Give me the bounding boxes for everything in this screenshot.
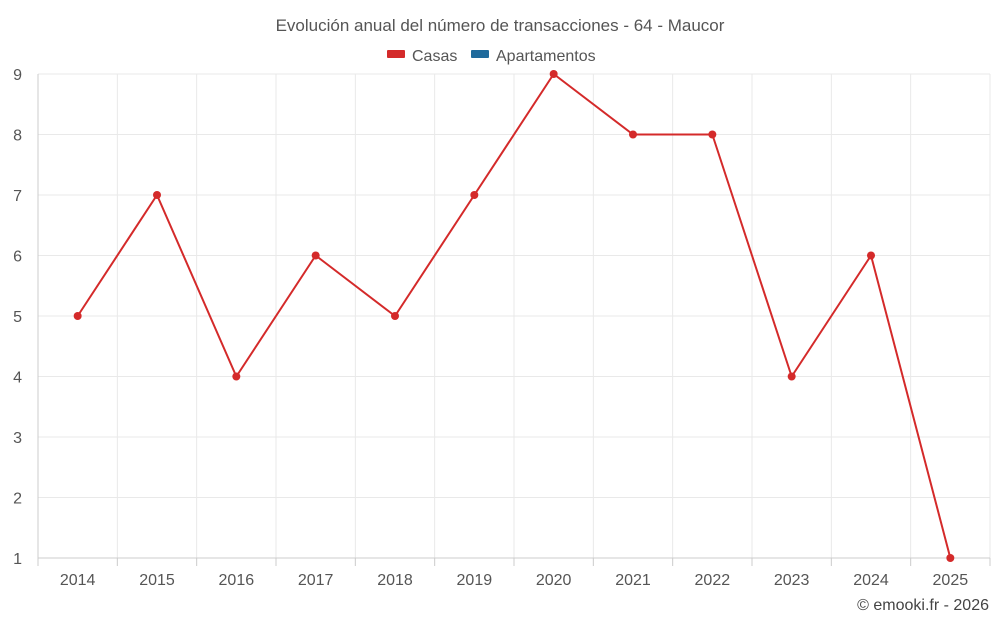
legend-swatch-apartamentos	[471, 50, 489, 58]
y-tick-label: 1	[13, 551, 22, 568]
x-tick-label: 2021	[615, 572, 651, 589]
credit-text: © emooki.fr - 2026	[857, 597, 989, 614]
data-point-casas[interactable]	[867, 251, 875, 260]
y-tick-label: 3	[13, 430, 22, 447]
legend-label-casas: Casas	[412, 48, 457, 65]
chart-title: Evolución anual del número de transaccio…	[276, 16, 725, 35]
data-point-casas[interactable]	[946, 554, 955, 562]
data-point-casas[interactable]	[787, 372, 796, 381]
y-tick-label: 9	[13, 67, 22, 84]
x-tick-label: 2023	[774, 572, 810, 589]
grid	[38, 73, 991, 558]
data-point-casas[interactable]	[470, 191, 479, 199]
x-tick-label: 2014	[60, 572, 96, 589]
y-tick-label: 2	[13, 491, 22, 508]
x-tick-label: 2015	[139, 572, 175, 589]
y-axis-ticks: 1 2 3 4 5 6 7 8 9	[13, 67, 22, 568]
data-point-casas[interactable]	[73, 312, 82, 320]
x-tick-label: 2017	[298, 572, 334, 589]
legend-item-casas[interactable]: Casas	[387, 48, 457, 65]
data-point-casas[interactable]	[311, 251, 320, 260]
legend-label-apartamentos: Apartamentos	[496, 48, 596, 65]
y-tick-label: 8	[13, 128, 22, 145]
y-tick-label: 7	[13, 188, 22, 205]
x-tick-label: 2024	[853, 572, 889, 589]
series-line-casas	[76, 73, 952, 559]
legend-swatch-casas	[387, 50, 405, 58]
x-tick-label: 2018	[377, 572, 413, 589]
data-point-casas[interactable]	[629, 130, 637, 139]
data-point-casas[interactable]	[708, 130, 717, 139]
y-tick-label: 4	[13, 370, 22, 387]
x-tick-label: 2019	[457, 572, 493, 589]
x-tick-label: 2025	[933, 572, 969, 589]
x-tick-label: 2020	[536, 572, 572, 589]
x-axis-ticks: 2014 2015 2016 2017 2018 2019 2020 2021 2022 2023…	[60, 572, 968, 589]
legend-item-apartamentos[interactable]: Apartamentos	[471, 48, 596, 65]
series	[73, 70, 955, 562]
y-tick-label: 6	[13, 249, 22, 266]
y-tick-label: 5	[13, 309, 22, 326]
data-point-casas[interactable]	[549, 70, 558, 78]
x-tick-label: 2016	[219, 572, 255, 589]
x-tick-label: 2022	[695, 572, 731, 589]
data-point-casas[interactable]	[391, 312, 399, 320]
data-point-casas[interactable]	[153, 191, 161, 199]
legend: Casas Apartamentos	[387, 48, 596, 65]
axes	[37, 74, 991, 566]
data-point-casas[interactable]	[232, 372, 241, 381]
